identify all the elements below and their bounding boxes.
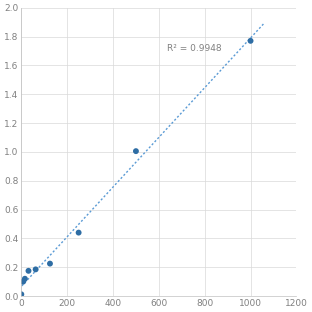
Point (47, 261, 52, 266)
Point (33, 267, 38, 272)
Point (21, 279, 26, 284)
Point (134, 149, 139, 154)
Text: R² = 0.9948: R² = 0.9948 (167, 44, 222, 52)
Point (26, 268, 31, 273)
Point (76, 230, 81, 235)
Point (22, 276, 27, 281)
Point (248, 38, 253, 43)
Point (19, 292, 24, 297)
